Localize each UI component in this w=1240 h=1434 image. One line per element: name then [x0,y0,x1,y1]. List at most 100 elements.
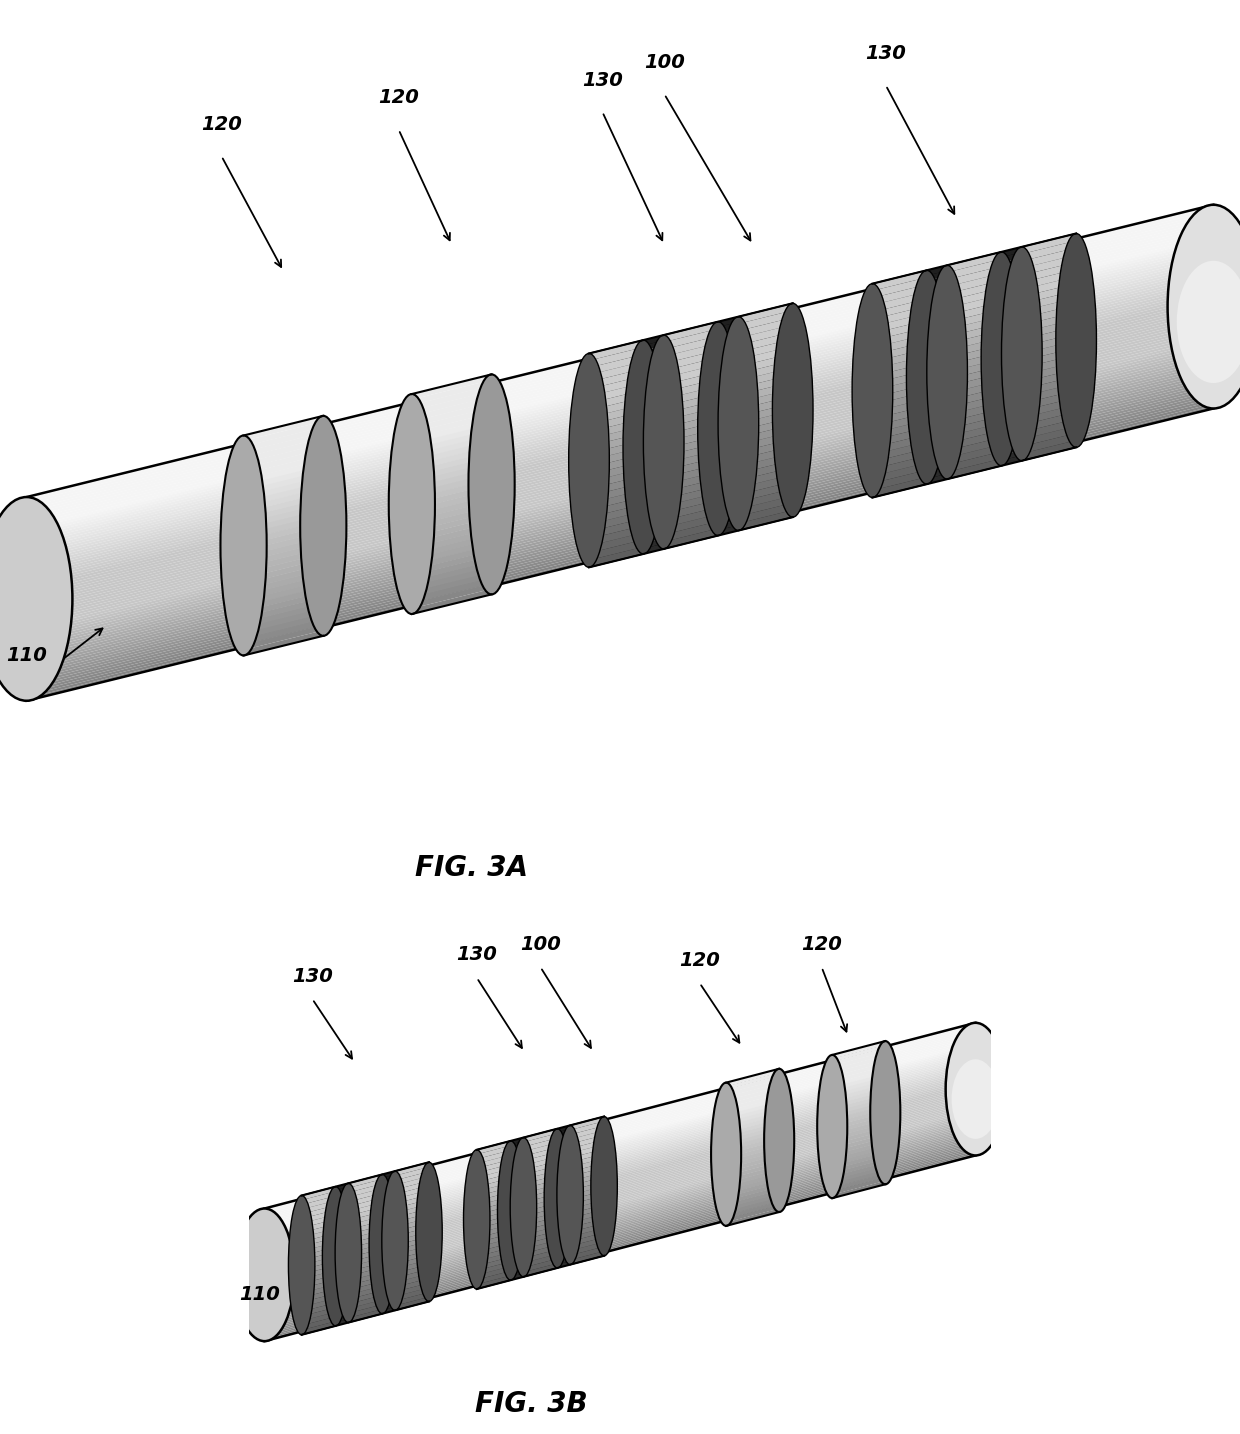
Polygon shape [26,356,1214,650]
Polygon shape [873,413,926,433]
Polygon shape [396,1283,429,1296]
Polygon shape [476,1127,604,1163]
Polygon shape [873,334,926,356]
Polygon shape [264,1074,976,1262]
Polygon shape [476,1152,604,1187]
Polygon shape [663,328,718,350]
Polygon shape [832,1141,885,1159]
Ellipse shape [415,1162,443,1302]
Polygon shape [738,346,792,367]
Polygon shape [523,1180,558,1193]
Polygon shape [26,353,1214,647]
Polygon shape [26,340,1214,635]
Polygon shape [396,1255,429,1269]
Polygon shape [873,255,1076,310]
Polygon shape [476,1169,604,1206]
Ellipse shape [510,1137,537,1276]
Polygon shape [264,1137,976,1325]
Polygon shape [26,225,1214,521]
Polygon shape [947,423,1002,443]
Polygon shape [1022,248,1076,268]
Polygon shape [873,456,926,476]
Polygon shape [727,1104,779,1121]
Polygon shape [1022,412,1076,432]
Polygon shape [476,1252,604,1289]
Polygon shape [727,1111,779,1129]
Polygon shape [412,506,491,532]
Polygon shape [589,498,644,518]
Polygon shape [589,511,644,532]
Polygon shape [264,1101,976,1288]
Polygon shape [264,1111,976,1298]
Polygon shape [243,432,324,457]
Polygon shape [832,1106,885,1123]
Ellipse shape [1177,261,1240,383]
Polygon shape [589,512,792,568]
Polygon shape [947,323,1002,344]
Polygon shape [476,1239,511,1252]
Polygon shape [873,420,1076,476]
Polygon shape [873,361,1076,417]
Polygon shape [589,469,644,489]
Polygon shape [243,449,324,475]
Polygon shape [264,1073,976,1260]
Polygon shape [264,1065,976,1253]
Polygon shape [26,218,1214,512]
Polygon shape [873,383,1076,439]
Polygon shape [476,1217,604,1255]
Polygon shape [873,330,1076,386]
Polygon shape [832,1170,885,1187]
Polygon shape [589,518,644,539]
Polygon shape [523,1236,558,1249]
Polygon shape [947,315,1002,337]
Polygon shape [873,399,1076,455]
Polygon shape [264,1064,976,1252]
Text: 100: 100 [520,935,560,954]
Ellipse shape [852,284,893,498]
Ellipse shape [870,1041,900,1184]
Polygon shape [727,1205,779,1222]
Polygon shape [947,358,1002,380]
Polygon shape [947,281,1002,301]
Polygon shape [396,1176,429,1190]
Polygon shape [476,1206,511,1219]
Polygon shape [947,445,1002,465]
Polygon shape [243,503,324,529]
Polygon shape [26,219,1214,515]
Polygon shape [476,1154,604,1192]
Polygon shape [570,1153,604,1167]
Polygon shape [589,539,644,561]
Polygon shape [589,303,792,358]
Polygon shape [476,1164,511,1177]
Polygon shape [243,437,324,463]
Polygon shape [26,360,1214,655]
Polygon shape [738,489,792,509]
Polygon shape [570,1200,604,1213]
Polygon shape [476,1233,511,1248]
Polygon shape [243,465,324,490]
Polygon shape [589,361,644,381]
Polygon shape [738,381,792,402]
Polygon shape [947,437,1002,457]
Polygon shape [348,1281,382,1295]
Ellipse shape [557,1126,583,1265]
Polygon shape [947,252,1002,272]
Polygon shape [264,1035,976,1223]
Polygon shape [264,1130,976,1318]
Polygon shape [873,313,926,334]
Polygon shape [26,264,1214,558]
Polygon shape [738,446,792,466]
Polygon shape [412,440,491,466]
Polygon shape [873,416,1076,470]
Polygon shape [663,371,718,391]
Polygon shape [412,396,491,422]
Polygon shape [476,1187,511,1200]
Polygon shape [738,389,792,409]
Polygon shape [264,1067,976,1255]
Polygon shape [476,1215,511,1229]
Polygon shape [396,1172,429,1184]
Polygon shape [264,1048,976,1235]
Polygon shape [873,357,1076,412]
Polygon shape [301,1197,429,1233]
Polygon shape [301,1302,336,1316]
